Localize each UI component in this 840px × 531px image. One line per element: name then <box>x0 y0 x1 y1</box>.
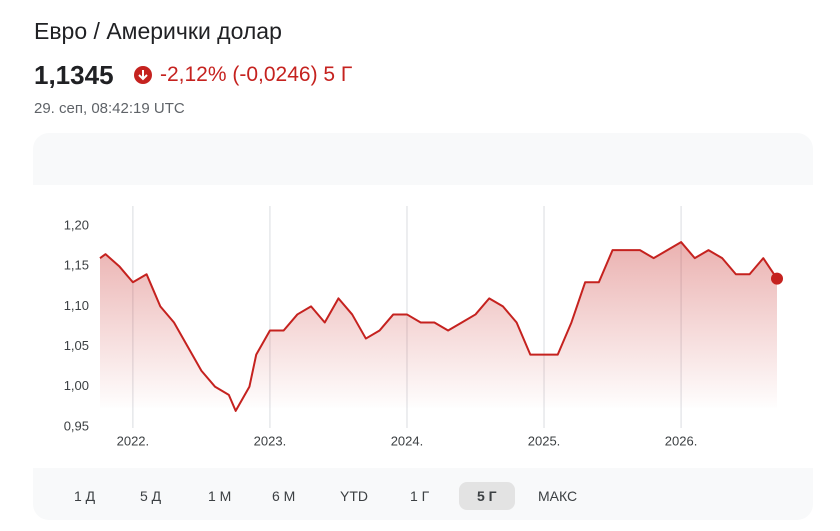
x-tick-label: 2026. <box>665 433 698 448</box>
range-button[interactable]: 5 Г <box>459 482 515 510</box>
price-change: -2,12% (-0,0246) 5 Г <box>160 63 353 86</box>
title: Евро / Амерички долар <box>34 18 282 44</box>
y-tick-label: 1,15 <box>64 258 89 273</box>
timestamp: 29. сеп, 08:42:19 UTC <box>34 100 185 117</box>
y-tick-label: 1,05 <box>64 338 89 353</box>
range-button[interactable]: 1 Д <box>74 488 96 504</box>
range-button[interactable]: 1 М <box>208 488 232 504</box>
x-tick-label: 2025. <box>528 433 561 448</box>
y-tick-label: 1,00 <box>64 378 89 393</box>
y-tick-label: 0,95 <box>64 418 89 433</box>
down-icon <box>134 66 152 84</box>
end-point <box>771 272 783 285</box>
area <box>100 242 777 411</box>
x-tick-label: 2022. <box>117 433 150 448</box>
x-tick-label: 2023. <box>254 433 287 448</box>
range-button[interactable]: YTD <box>340 488 368 504</box>
y-tick-label: 1,10 <box>64 298 89 313</box>
x-tick-label: 2024. <box>391 433 424 448</box>
line <box>99 241 778 412</box>
range-button[interactable]: МАКС <box>538 488 578 504</box>
price: 1,1345 <box>34 60 114 90</box>
range-button[interactable]: 6 М <box>272 488 296 504</box>
range-button[interactable]: 1 Г <box>410 488 430 504</box>
range-button[interactable]: 5 Д <box>140 488 162 504</box>
y-tick-label: 1,20 <box>64 217 89 232</box>
